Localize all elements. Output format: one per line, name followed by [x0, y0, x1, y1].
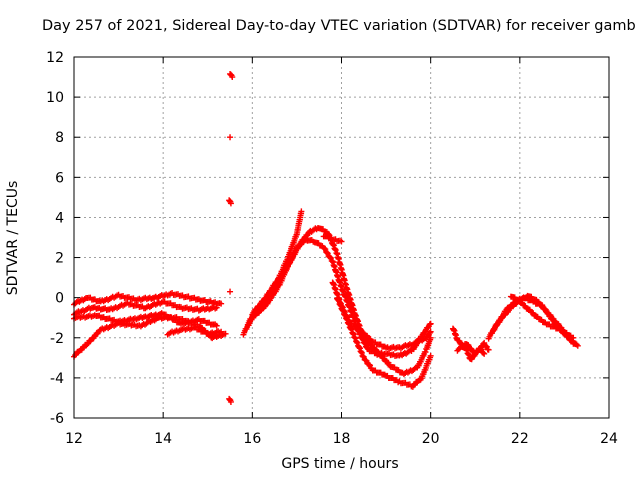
- data-point: [481, 339, 488, 346]
- data-point: [227, 200, 234, 207]
- data-point: [338, 238, 345, 245]
- series-track-6: [227, 70, 236, 81]
- series-track-9: [227, 288, 234, 295]
- data-point: [427, 320, 434, 327]
- data-point: [213, 304, 220, 311]
- data-point: [213, 322, 220, 329]
- data-point: [360, 353, 367, 360]
- data-point: [364, 345, 371, 352]
- y-tick-label: -2: [50, 331, 64, 347]
- series-track-4: [71, 313, 229, 360]
- series-track-14: [320, 233, 345, 245]
- data-point: [222, 330, 229, 337]
- chart-title: Day 257 of 2021, Sidereal Day-to-day VTE…: [42, 18, 636, 34]
- data-point: [367, 362, 374, 369]
- data-point: [275, 275, 282, 282]
- y-tick-label: 12: [46, 50, 64, 66]
- series-track-2: [71, 298, 220, 318]
- data-point: [427, 328, 434, 335]
- data-point: [481, 350, 488, 357]
- data-point: [570, 334, 577, 341]
- series-track-7: [227, 134, 234, 141]
- data-point: [542, 306, 549, 313]
- data-point: [426, 329, 433, 336]
- data-point: [227, 398, 234, 405]
- x-tick-label: 18: [333, 431, 351, 447]
- series-track-13: [249, 208, 305, 318]
- data-point: [322, 246, 329, 253]
- data-point: [483, 343, 490, 350]
- data-point: [570, 340, 577, 347]
- data-point: [298, 208, 305, 215]
- y-tick-label: -6: [50, 411, 64, 427]
- x-tick-label: 20: [422, 431, 440, 447]
- y-tick-label: 8: [55, 130, 64, 146]
- data-point: [363, 357, 370, 364]
- data-point: [324, 250, 331, 257]
- y-tick-label: 4: [55, 210, 64, 226]
- plot-frame: [73, 56, 610, 419]
- data-point: [427, 352, 434, 359]
- x-tick-label: 22: [511, 431, 529, 447]
- y-tick-label: 0: [55, 291, 64, 307]
- series-track-1: [71, 290, 225, 308]
- series-track-20: [490, 292, 577, 347]
- series-track-10: [226, 395, 234, 405]
- y-tick-label: -4: [50, 371, 64, 387]
- data-point: [480, 349, 487, 356]
- x-tick-label: 14: [154, 431, 172, 447]
- data-point: [327, 255, 334, 262]
- data-point: [574, 342, 581, 349]
- y-tick-label: 10: [46, 90, 64, 106]
- series-track-21: [507, 293, 577, 341]
- x-tick-label: 24: [600, 431, 618, 447]
- series-track-5: [164, 324, 225, 338]
- y-tick-label: 2: [55, 251, 64, 267]
- data-point: [227, 288, 234, 295]
- x-tick-label: 16: [243, 431, 261, 447]
- y-tick-label: 6: [55, 170, 64, 186]
- data-point: [227, 134, 234, 141]
- series-track-16: [329, 279, 434, 352]
- grid-lines: [73, 56, 610, 419]
- x-axis-label: GPS time / hours: [281, 456, 399, 472]
- series-track-8: [226, 197, 234, 207]
- data-point: [485, 346, 492, 353]
- data-point: [229, 74, 236, 81]
- series-track-18: [454, 339, 492, 357]
- x-tick-label: 12: [65, 431, 83, 447]
- data-point: [218, 300, 225, 307]
- data-point: [218, 328, 225, 335]
- data-markers: [71, 70, 581, 405]
